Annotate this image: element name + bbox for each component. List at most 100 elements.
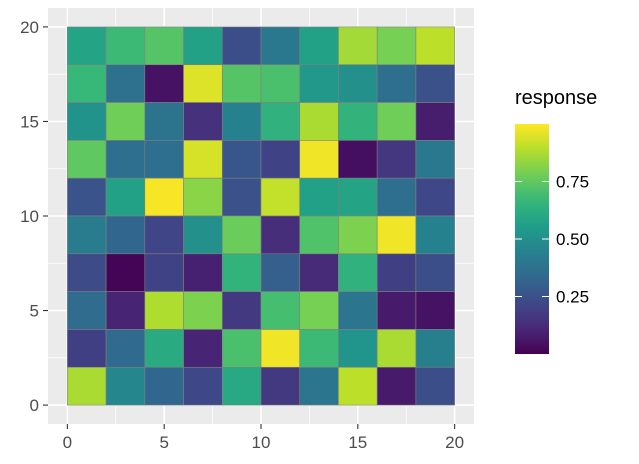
heatmap-cell [183, 215, 223, 255]
heatmap-cell [105, 26, 146, 66]
heatmap-cell [260, 291, 301, 330]
heatmap-cell [221, 177, 262, 217]
heatmap-cell [221, 291, 262, 330]
heatmap-cell [67, 291, 107, 330]
heatmap-cell [338, 26, 378, 66]
heatmap-cell [260, 102, 301, 141]
heatmap-cell [260, 253, 301, 292]
heatmap-cell [415, 140, 455, 179]
heatmap-cell [105, 140, 146, 179]
heatmap-cell [376, 253, 417, 292]
heatmap-cell [67, 329, 107, 368]
heatmap-cell [221, 329, 262, 368]
heatmap-cell [260, 366, 301, 406]
heatmap-cell [183, 26, 223, 66]
heatmap-cell [67, 215, 107, 255]
heatmap-cell [376, 26, 417, 66]
heatmap-cell [338, 329, 378, 368]
heatmap-cell [105, 366, 146, 406]
y-tick-label: 15 [20, 112, 39, 131]
heatmap-cell [299, 64, 339, 103]
heatmap-cell [144, 291, 184, 330]
heatmap-cell [144, 215, 184, 255]
heatmap-cell [415, 291, 455, 330]
heatmap-cell [144, 102, 184, 141]
heatmap-cell [221, 366, 262, 406]
heatmap-cell [221, 26, 262, 66]
heatmap-cell [376, 329, 417, 368]
x-axis: 0 5 10 15 20 [63, 424, 464, 452]
heatmap-cell [105, 177, 146, 217]
heatmap-cell [299, 329, 339, 368]
heatmap-cell [221, 140, 262, 179]
heatmap-cell [67, 102, 107, 141]
heatmap-cell [299, 177, 339, 217]
heatmap-cell [415, 329, 455, 368]
heatmap-cell [260, 215, 301, 255]
heatmap-cell [299, 102, 339, 141]
heatmap-cell [183, 329, 223, 368]
heatmap-cells [67, 26, 455, 406]
heatmap-cell [376, 366, 417, 406]
heatmap-cell [183, 291, 223, 330]
heatmap-cell [67, 177, 107, 217]
heatmap-cell [299, 366, 339, 406]
y-axis: 0 5 10 15 20 [20, 18, 48, 415]
legend-title: response [515, 87, 597, 109]
heatmap-cell [144, 140, 184, 179]
heatmap-cell [260, 329, 301, 368]
heatmap-cell [376, 140, 417, 179]
x-tick-label: 0 [63, 433, 72, 452]
heatmap-cell [144, 366, 184, 406]
heatmap-cell [183, 140, 223, 179]
heatmap-cell [299, 253, 339, 292]
heatmap-cell [415, 253, 455, 292]
heatmap-cell [260, 140, 301, 179]
heatmap-cell [338, 177, 378, 217]
heatmap-cell [221, 253, 262, 292]
heatmap-cell [299, 140, 339, 179]
legend-label: 0.75 [556, 173, 589, 192]
heatmap-cell [105, 253, 146, 292]
heatmap-cell [144, 26, 184, 66]
y-tick-label: 10 [20, 207, 39, 226]
heatmap-cell [67, 140, 107, 179]
heatmap-cell [183, 177, 223, 217]
heatmap-cell [221, 215, 262, 255]
heatmap-cell [338, 102, 378, 141]
heatmap-cell [260, 177, 301, 217]
x-tick-label: 10 [252, 433, 271, 452]
heatmap-cell [105, 102, 146, 141]
heatmap-cell [183, 64, 223, 103]
heatmap-cell [221, 102, 262, 141]
heatmap-cell [144, 177, 184, 217]
heatmap-cell [67, 64, 107, 103]
heatmap-cell [338, 366, 378, 406]
heatmap-cell [144, 253, 184, 292]
heatmap-cell [338, 140, 378, 179]
legend-label: 0.25 [556, 288, 589, 307]
heatmap-cell [415, 26, 455, 66]
heatmap-cell [338, 64, 378, 103]
heatmap-cell [183, 253, 223, 292]
heatmap-cell [144, 64, 184, 103]
heatmap-cell [415, 215, 455, 255]
heatmap-cell [338, 253, 378, 292]
heatmap-cell [376, 64, 417, 103]
heatmap-cell [67, 366, 107, 406]
heatmap-cell [105, 215, 146, 255]
heatmap-cell [260, 64, 301, 103]
heatmap-cell [67, 253, 107, 292]
legend: response 0.75 0.50 0.25 [515, 87, 597, 354]
heatmap-cell [299, 291, 339, 330]
x-tick-label: 20 [445, 433, 464, 452]
heatmap-cell [415, 102, 455, 141]
heatmap-cell [144, 329, 184, 368]
heatmap-cell [105, 291, 146, 330]
x-tick-label: 5 [159, 433, 168, 452]
heatmap-cell [376, 177, 417, 217]
heatmap-cell [376, 102, 417, 141]
heatmap-cell [67, 26, 107, 66]
y-tick-label: 0 [30, 396, 39, 415]
